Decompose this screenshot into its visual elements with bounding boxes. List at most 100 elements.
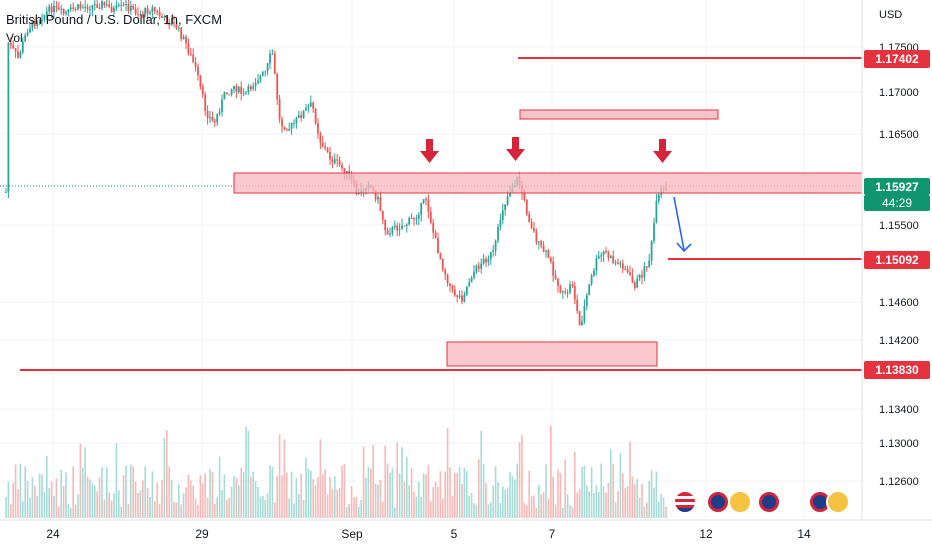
volume-bar [228, 497, 230, 518]
volume-bar [259, 496, 262, 518]
candle-body [389, 233, 391, 235]
candle-body [180, 27, 183, 39]
candle-body [559, 285, 562, 293]
eu-flag-icon[interactable] [826, 490, 850, 514]
candle-body [113, 8, 115, 12]
volume-bar [540, 494, 542, 518]
volume-bar [262, 495, 264, 518]
support-zone[interactable] [446, 341, 658, 367]
volume-bar [624, 488, 626, 518]
uk-flag-icon[interactable] [706, 490, 730, 514]
candle-body [393, 225, 396, 228]
candle-body [230, 89, 233, 95]
volume-bar [626, 486, 629, 518]
candle-body [600, 255, 603, 257]
uk-flag-icon[interactable] [757, 490, 781, 514]
candle-body [261, 71, 264, 76]
volume-bar [43, 491, 46, 518]
volume-bar [199, 475, 202, 518]
volume-bar [542, 492, 545, 518]
candle-body [161, 16, 163, 18]
candle-body [165, 16, 168, 25]
candle-body [132, 5, 135, 9]
volume-bar [206, 497, 209, 518]
volume-bar [528, 470, 530, 518]
volume-bar [98, 477, 101, 518]
candle-body [60, 8, 63, 10]
time-label: 7 [548, 527, 556, 541]
volume-bar [590, 467, 593, 518]
down-arrow-icon[interactable] [506, 137, 525, 161]
candle-body [542, 245, 545, 252]
candle-body [480, 263, 483, 269]
candle-body [465, 286, 468, 295]
candle-body [333, 159, 336, 163]
candle-body [5, 191, 7, 193]
candle-body [482, 258, 485, 264]
volume-bar [110, 500, 113, 518]
volume-indicator-label[interactable]: Vol [6, 31, 23, 45]
volume-bar [226, 499, 228, 518]
volume-bar [655, 471, 658, 518]
volume-bar [115, 443, 118, 518]
volume-bar [576, 492, 578, 518]
volume-bar [526, 505, 528, 518]
candle-body [475, 265, 478, 272]
volume-bar [406, 457, 408, 518]
candle-body [156, 11, 159, 13]
candle-body [456, 295, 459, 297]
volume-bar [118, 490, 120, 518]
candle-body [134, 8, 137, 14]
candle-body [441, 259, 444, 270]
candle-body [151, 7, 154, 13]
volume-bar [58, 506, 60, 518]
candle-body [429, 211, 432, 223]
down-arrow-icon[interactable] [420, 139, 439, 163]
volume-bar [391, 468, 394, 518]
projection-arrow-icon[interactable] [673, 196, 692, 253]
candle-body [221, 99, 223, 113]
volume-bar [583, 465, 586, 518]
candle-body [98, 7, 101, 9]
volume-bar [631, 476, 634, 518]
candle-body [549, 257, 552, 262]
level-top-badge: 1.17402 [864, 50, 930, 68]
candle-body [401, 225, 403, 230]
candle-body [50, 6, 53, 13]
volume-bar [314, 485, 317, 518]
resistance-zone[interactable] [233, 172, 863, 194]
candle-body [489, 252, 492, 259]
volume-bar [10, 504, 12, 518]
price-axis[interactable]: 1.175001.170001.165001.155001.146001.142… [879, 42, 919, 488]
candle-body [247, 86, 250, 93]
volume-bar [84, 447, 86, 518]
volume-bar [137, 492, 139, 518]
price-tick-label: 1.15500 [879, 220, 919, 232]
candle-body [581, 321, 583, 326]
currency-label[interactable]: USD [879, 9, 903, 21]
candle-body [67, 9, 70, 12]
volume-bar [55, 478, 58, 518]
candle-body [631, 275, 634, 283]
candle-body [386, 230, 389, 235]
volume-bar [430, 501, 432, 518]
volume-bar [288, 498, 290, 518]
candle-body [408, 218, 411, 225]
volume-bar [586, 485, 588, 518]
eu-flag-icon[interactable] [728, 490, 752, 514]
volume-bar [170, 479, 173, 518]
candle-body [331, 159, 334, 163]
volume-bar [348, 503, 350, 518]
us-flag-icon[interactable] [673, 490, 697, 514]
volume-bar [566, 494, 569, 518]
volume-bar [242, 472, 245, 518]
down-arrow-icon[interactable] [653, 139, 672, 163]
upper-zone[interactable] [519, 109, 719, 120]
symbol-title[interactable]: British Pound / U.S. Dollar, 1h, FXCM [6, 12, 223, 27]
volume-bar [394, 507, 396, 518]
volume-bar [163, 437, 166, 518]
candle-body [45, 11, 48, 15]
candle-body [434, 232, 437, 239]
candle-body [377, 197, 379, 200]
